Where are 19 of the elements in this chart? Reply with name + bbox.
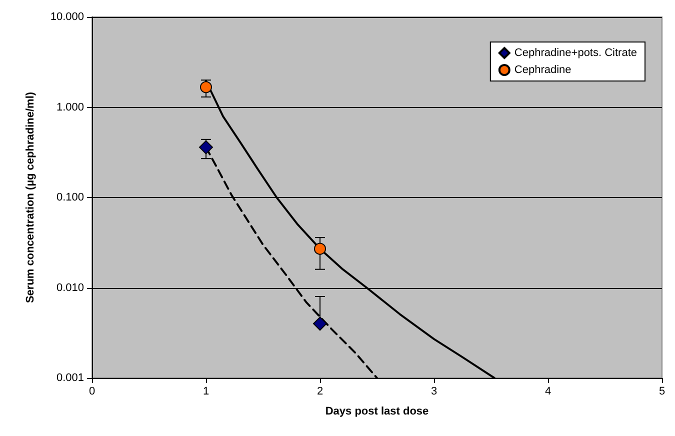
x-tick-label: 4 bbox=[544, 386, 552, 398]
y-axis-title: Serum concentration (µg cephradine/ml) bbox=[24, 92, 36, 304]
point bbox=[200, 81, 212, 94]
x-tick-label: 0 bbox=[88, 386, 96, 398]
legend-label: Cephradine+pots. Citrate bbox=[514, 47, 638, 59]
point bbox=[199, 140, 213, 154]
y-tick-label: 10.000 bbox=[50, 11, 84, 23]
x-tick-label: 2 bbox=[316, 386, 324, 398]
point bbox=[313, 316, 327, 331]
x-tick-label: 3 bbox=[430, 386, 438, 398]
y-tick-label: 0.001 bbox=[56, 372, 84, 384]
x-tick-label: 1 bbox=[202, 386, 210, 398]
x-tick-label: 5 bbox=[658, 386, 666, 398]
legend-label: Cephradine bbox=[514, 64, 572, 76]
y-tick-label: 0.100 bbox=[56, 192, 84, 204]
y-tick-label: 0.010 bbox=[56, 282, 84, 294]
x-axis-title: Days post last dose bbox=[325, 406, 429, 418]
y-tick-label: 1.000 bbox=[56, 101, 84, 114]
point bbox=[314, 242, 326, 255]
